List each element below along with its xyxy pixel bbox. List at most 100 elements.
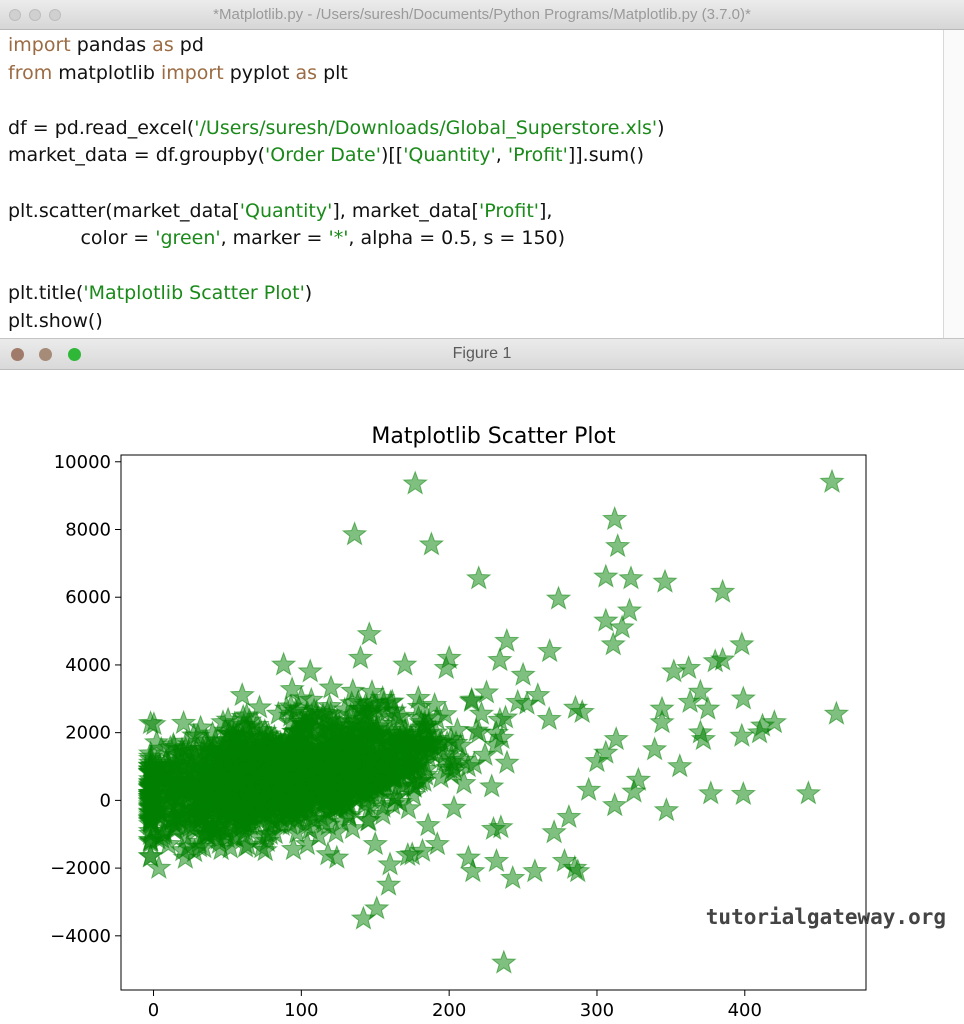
code-keyword: as <box>152 34 174 56</box>
data-marker <box>536 637 563 663</box>
figure-canvas: 0 100 200 300 400 −4000 −2000 0 2000 4000 6000 800… <box>0 370 964 1024</box>
x-axis: 0 100 200 300 400 <box>148 990 762 1021</box>
code-keyword: import <box>160 61 224 84</box>
code-editor[interactable]: import pandas as pd from matplotlib impor… <box>0 30 944 338</box>
data-marker <box>510 661 536 686</box>
data-marker <box>593 563 619 588</box>
cluster-marker <box>137 709 164 735</box>
data-marker <box>233 702 260 727</box>
marker-layer <box>137 468 850 974</box>
code-token: , marker = <box>220 227 329 250</box>
cluster-marker <box>137 756 164 781</box>
cluster-marker <box>378 729 404 754</box>
data-marker <box>730 780 757 806</box>
cluster-marker <box>137 808 164 834</box>
data-marker <box>625 766 652 791</box>
code-string: 'Quantity' <box>403 144 496 167</box>
cluster-marker <box>223 722 250 747</box>
data-marker <box>158 763 185 788</box>
cluster-marker <box>458 686 485 711</box>
y-tick-label: −4000 <box>50 926 111 947</box>
data-marker <box>522 858 548 883</box>
data-marker <box>297 658 323 683</box>
cluster-marker <box>170 709 197 735</box>
code-token: ], <box>539 199 553 222</box>
data-marker <box>499 864 526 890</box>
data-marker <box>541 819 567 844</box>
code-token: matplotlib <box>52 61 161 84</box>
cluster-marker <box>494 749 520 774</box>
cluster-marker <box>300 768 326 794</box>
cluster-marker <box>277 727 304 752</box>
data-marker <box>270 651 297 676</box>
data-marker <box>564 858 591 883</box>
x-tick-label: 400 <box>728 1000 762 1021</box>
figure-close-button[interactable] <box>11 348 24 361</box>
editor-titlebar: *Matplotlib.py - /Users/suresh/Documents… <box>0 0 964 30</box>
y-tick-label: 10000 <box>54 452 111 473</box>
watermark-text: tutorialgateway.org <box>706 905 946 929</box>
data-marker <box>823 700 850 725</box>
cluster-marker <box>309 752 336 778</box>
cluster-marker <box>340 677 366 702</box>
code-string: '/Users/suresh/Downloads/Global_Supersto… <box>194 116 658 139</box>
cluster-marker <box>261 739 288 764</box>
code-token: , <box>495 144 508 167</box>
code-string: 'Order Date' <box>265 144 381 167</box>
code-token: )[[ <box>380 144 404 167</box>
figure-minimize-button[interactable] <box>39 348 52 361</box>
code-token: ) <box>304 282 313 305</box>
data-marker <box>593 607 619 632</box>
data-marker <box>483 847 510 873</box>
code-string: 'Profit' <box>478 199 539 222</box>
cluster-marker <box>483 719 510 745</box>
data-marker <box>424 830 451 856</box>
data-marker <box>603 725 629 751</box>
code-line: from matplotlib import pyplot as plt <box>8 62 348 84</box>
data-marker <box>341 521 368 546</box>
cluster-marker <box>466 719 492 744</box>
data-marker <box>601 505 628 531</box>
editor-window-title: *Matplotlib.py - /Users/suresh/Documents… <box>213 6 751 23</box>
data-marker <box>690 725 717 751</box>
cluster-marker <box>379 790 406 816</box>
figure-zoom-button[interactable] <box>68 348 81 361</box>
data-marker <box>729 631 755 656</box>
data-marker <box>185 722 211 747</box>
code-token: color = <box>8 227 156 250</box>
data-marker <box>687 678 714 703</box>
zoom-button[interactable] <box>49 9 61 21</box>
data-marker <box>363 895 390 920</box>
cluster-marker <box>318 718 345 744</box>
cluster-marker <box>284 749 310 774</box>
cluster-marker <box>415 812 441 837</box>
cluster-marker <box>316 738 343 763</box>
cluster-marker <box>405 752 431 777</box>
code-line: df = pd.read_excel('/Users/suresh/Downlo… <box>8 117 665 139</box>
code-line: color = 'green', marker = '*', alpha = 0… <box>8 227 565 249</box>
code-token: df = pd.read_excel( <box>8 116 195 139</box>
minimize-button[interactable] <box>29 9 41 21</box>
data-marker <box>795 780 822 805</box>
y-axis: −4000 −2000 0 2000 4000 6000 8000 10000 <box>50 452 121 947</box>
data-marker <box>402 470 428 495</box>
cluster-marker <box>297 815 323 840</box>
data-marker <box>698 780 724 805</box>
close-button[interactable] <box>9 9 21 21</box>
data-marker <box>193 820 220 846</box>
cluster-marker <box>316 692 343 718</box>
data-marker <box>761 709 788 734</box>
x-tick-label: 0 <box>148 1000 159 1021</box>
cluster-marker <box>192 755 219 780</box>
cluster-marker <box>239 779 266 804</box>
cluster-marker <box>252 837 278 862</box>
data-marker <box>451 769 477 795</box>
cluster-marker <box>252 717 278 743</box>
editor-scrollbar[interactable] <box>944 30 964 338</box>
data-marker <box>488 814 514 839</box>
cluster-marker <box>282 697 309 722</box>
cluster-marker <box>279 676 305 701</box>
data-marker <box>392 651 418 676</box>
data-marker <box>618 565 644 590</box>
data-marker <box>609 614 635 639</box>
